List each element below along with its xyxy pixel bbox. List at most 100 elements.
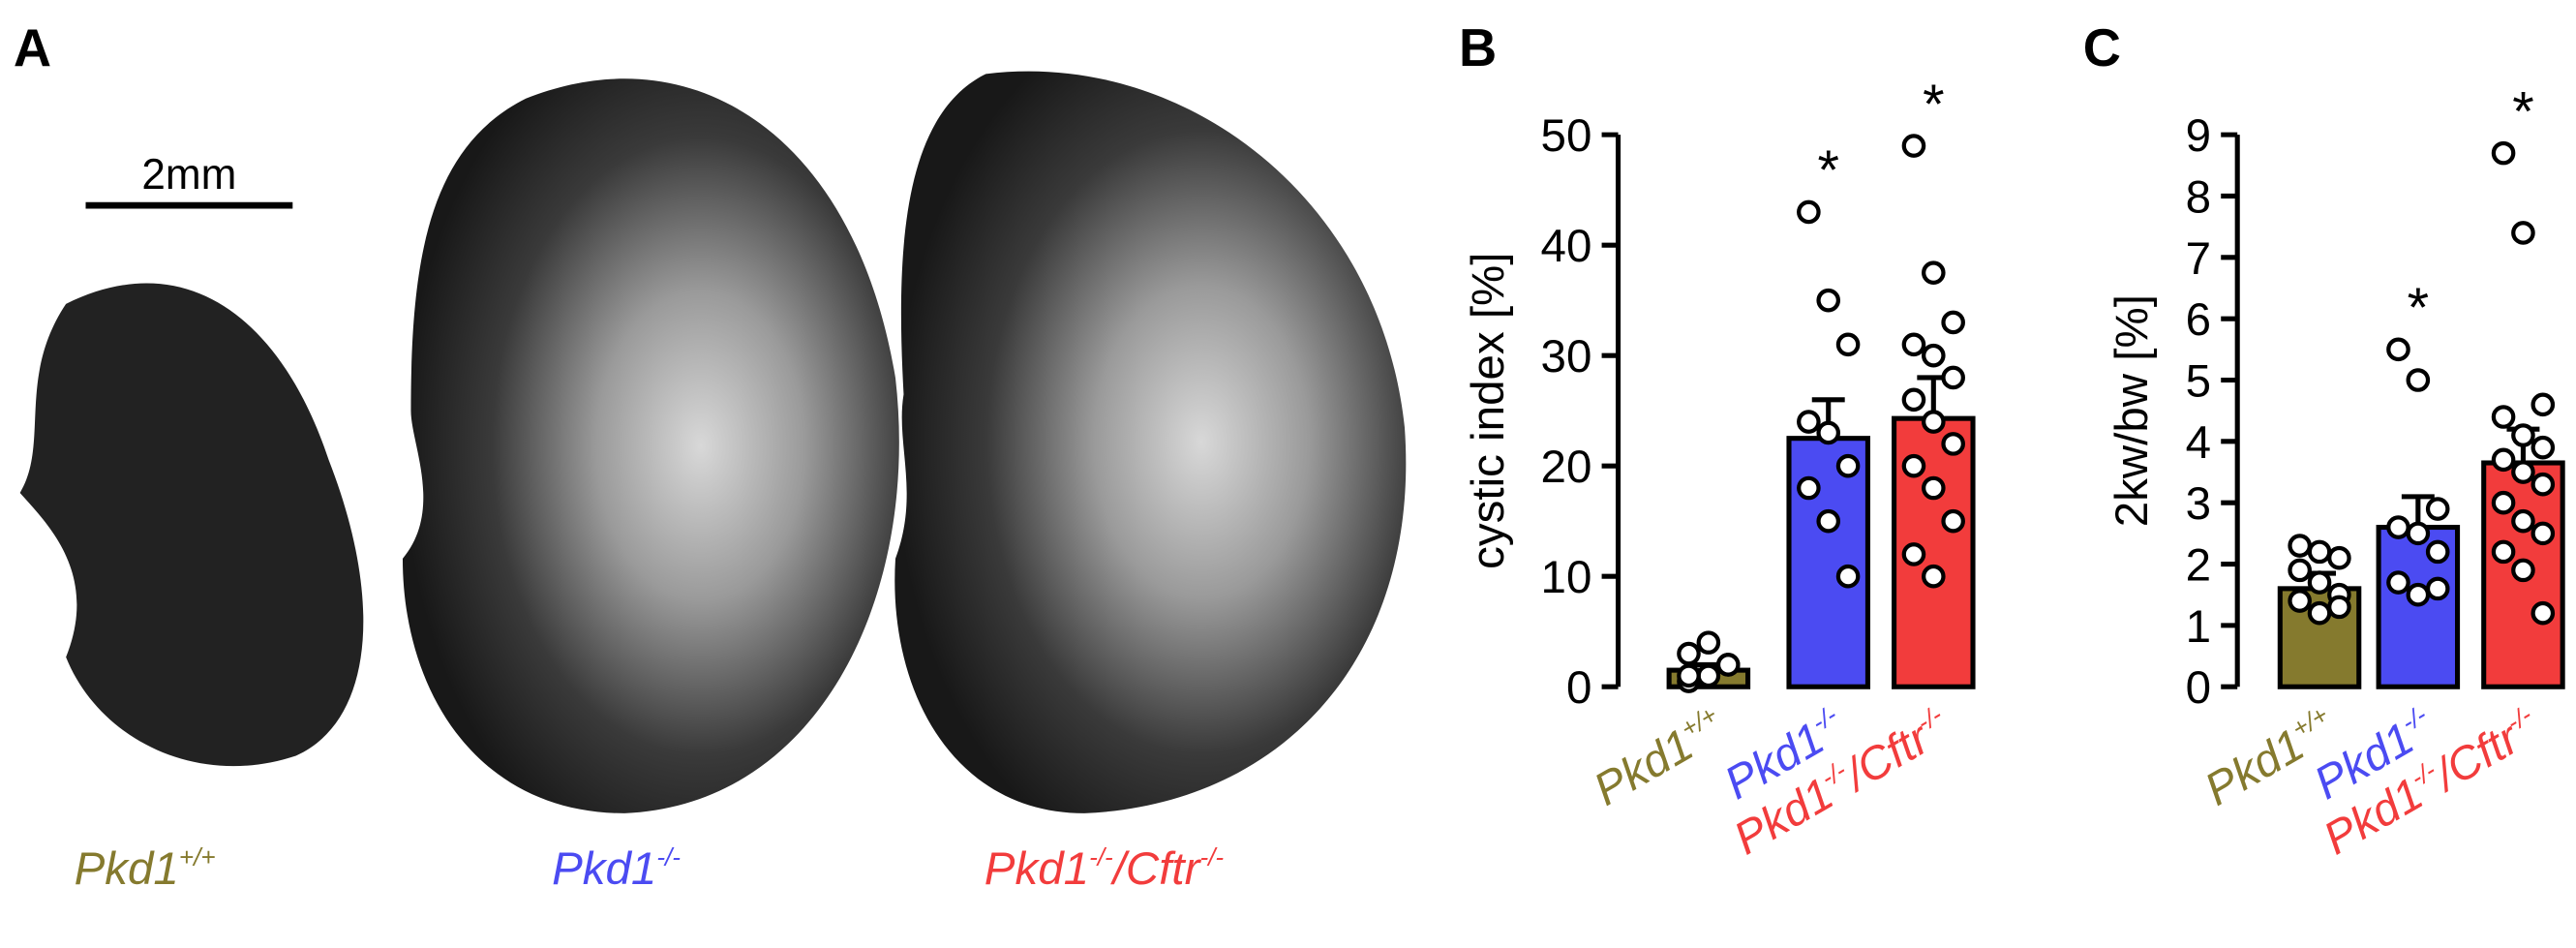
data-point (2307, 570, 2332, 595)
data-point (2386, 337, 2410, 362)
data-point (1922, 475, 1946, 501)
data-point (1941, 365, 1965, 390)
y-tick-label: 5 (2186, 355, 2211, 407)
data-point (2406, 521, 2431, 546)
data-point (1797, 199, 1821, 225)
bar (1786, 436, 1870, 689)
data-point (2511, 558, 2535, 583)
data-point (2386, 570, 2410, 595)
data-point (2425, 539, 2450, 565)
data-point (2307, 539, 2332, 565)
y-tick-label: 7 (2186, 233, 2211, 285)
label-text: Pkd1 (75, 843, 179, 895)
superscript: -/- (1089, 842, 1113, 872)
data-point (1797, 475, 1821, 501)
data-point (2491, 405, 2516, 429)
data-point (2531, 392, 2556, 417)
superscript: +/+ (179, 842, 216, 872)
data-point (2511, 460, 2535, 484)
data-point (2327, 545, 2351, 570)
y-tick-label: 30 (1541, 331, 1592, 382)
y-tick-label: 2 (2186, 540, 2211, 592)
data-point (1941, 508, 1965, 534)
data-point (2491, 490, 2516, 515)
data-point (2511, 508, 2535, 534)
data-point (2511, 423, 2535, 447)
data-point (1901, 542, 1926, 566)
data-point (2327, 595, 2351, 620)
data-point (1835, 332, 1861, 357)
y-axis-label: cystic index [%] (1463, 253, 1514, 569)
data-point (1816, 508, 1841, 534)
y-tick-label: 1 (2186, 601, 2211, 653)
label-text: Pkd1 (985, 843, 1089, 895)
y-tick-label: 6 (2186, 294, 2211, 346)
data-point (1816, 288, 1841, 313)
label-text: Pkd1 (552, 843, 656, 895)
y-tick-label: 50 (1541, 110, 1592, 162)
y-tick-label: 0 (1566, 662, 1591, 714)
data-point (1901, 387, 1926, 413)
y-tick-label: 20 (1541, 442, 1592, 493)
category-label: Pkd1+/+ (75, 842, 216, 895)
data-point (1835, 453, 1861, 478)
data-point (2491, 447, 2516, 473)
significance: * (2512, 80, 2533, 142)
data-point (2288, 558, 2312, 583)
data-point (1696, 663, 1721, 688)
data-point (1677, 663, 1701, 688)
category-label: Pkd1-/-/Cftr-/- (985, 842, 1225, 895)
data-point (2425, 576, 2450, 601)
data-point (1901, 134, 1926, 158)
y-tick-label: 9 (2186, 110, 2211, 162)
significance: * (2408, 277, 2429, 339)
data-point (2406, 368, 2431, 392)
data-point (1715, 653, 1741, 677)
y-tick-label: 40 (1541, 221, 1592, 272)
y-axis-label: 2kw/bw [%] (2106, 294, 2158, 527)
data-point (2491, 140, 2516, 166)
data-point (2491, 539, 2516, 565)
scale-bar-label: 2mm (141, 151, 236, 199)
kidney-image (19, 283, 364, 767)
kidney-image (894, 71, 1407, 813)
data-point (2531, 472, 2556, 497)
data-point (2406, 582, 2431, 607)
y-tick-label: 4 (2186, 417, 2211, 469)
data-point (1696, 630, 1721, 655)
panel-label: C (2083, 18, 2121, 77)
category-label: Pkd1-/- (552, 842, 681, 895)
data-point (2288, 589, 2312, 613)
data-point (2307, 600, 2332, 626)
data-point (2531, 435, 2556, 460)
data-point (1941, 310, 1965, 335)
data-point (2288, 534, 2312, 558)
data-point (2386, 515, 2410, 539)
data-point (1677, 641, 1701, 666)
significance: * (1923, 74, 1944, 136)
data-point (2425, 497, 2450, 521)
label-text: /Cftr (1110, 843, 1202, 895)
data-point (1901, 453, 1926, 478)
superscript: -/- (656, 842, 681, 872)
data-point (1901, 332, 1926, 357)
data-point (2531, 521, 2556, 546)
data-point (1922, 260, 1946, 285)
superscript: -/- (1199, 842, 1224, 872)
data-point (1941, 432, 1965, 456)
panel-label: B (1459, 18, 1497, 77)
data-point (1797, 410, 1821, 434)
significance: * (1817, 139, 1838, 201)
y-tick-label: 0 (2186, 662, 2211, 714)
data-point (2511, 221, 2535, 245)
data-point (1922, 410, 1946, 434)
data-point (1835, 564, 1861, 589)
y-tick-label: 8 (2186, 171, 2211, 223)
y-tick-label: 3 (2186, 478, 2211, 530)
kidney-image (402, 78, 899, 813)
panel-label: A (14, 18, 51, 77)
y-tick-label: 10 (1541, 552, 1592, 603)
data-point (1922, 343, 1946, 368)
category-label: Pkd1+/+ (1585, 700, 1733, 816)
data-point (1816, 420, 1841, 445)
